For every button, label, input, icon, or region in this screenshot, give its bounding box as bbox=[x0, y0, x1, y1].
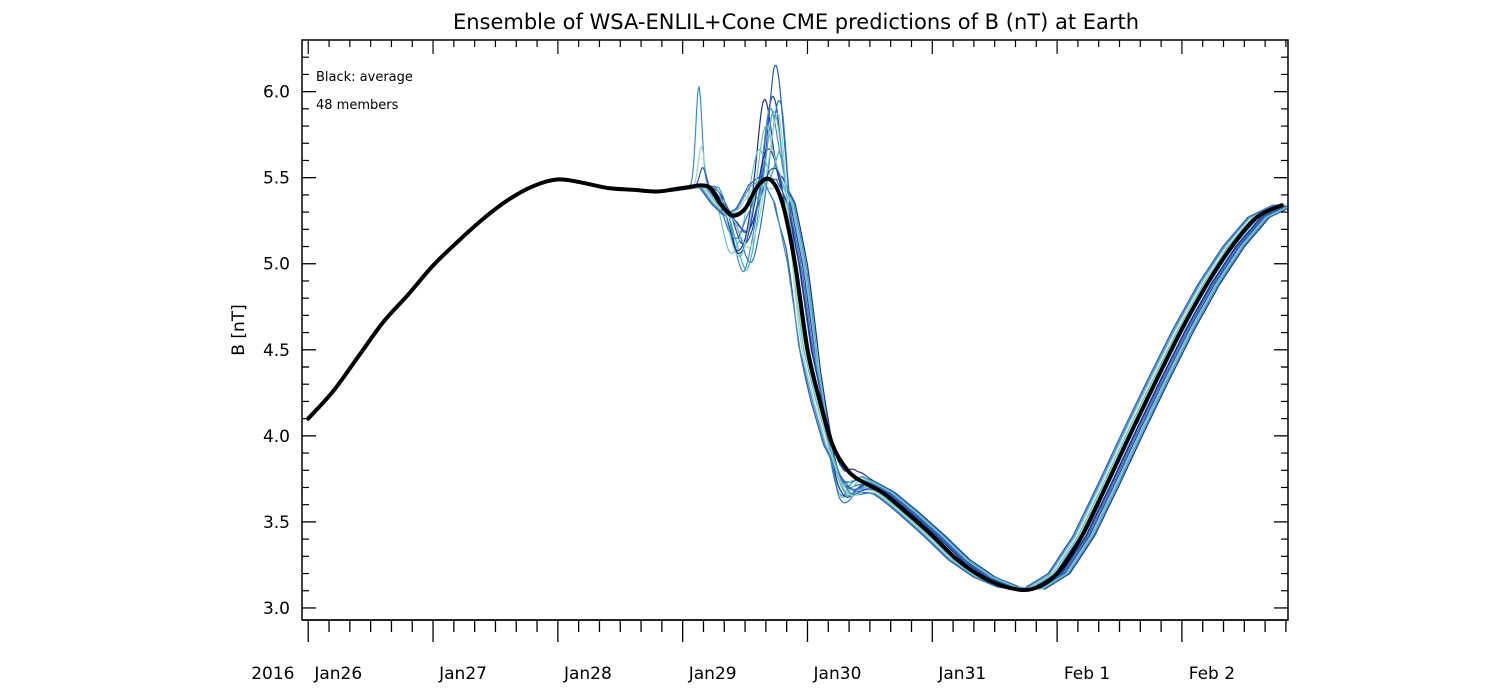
x-tick-label: Jan28 bbox=[563, 664, 612, 684]
annotation-average: Black: average bbox=[316, 70, 413, 85]
plot-frame bbox=[301, 39, 1289, 621]
y-axis: 3.0 3.5 4.0 4.5 5.0 5.5 6.0 bbox=[263, 56, 1288, 619]
y-tick-label: 5.5 bbox=[263, 169, 290, 189]
y-axis-label: B [nT] bbox=[229, 304, 249, 356]
y-tick-label: 4.0 bbox=[263, 427, 290, 447]
x-tick-label: Jan27 bbox=[438, 664, 487, 684]
x-tick-label: Jan26 bbox=[313, 664, 362, 684]
ensemble-member-line bbox=[670, 178, 1288, 590]
chart-title: Ensemble of WSA-ENLIL+Cone CME predictio… bbox=[453, 10, 1139, 34]
x-axis: Jan26 Jan27 Jan28 Jan29 Jan30 Jan31 Feb 1 Feb 2… bbox=[251, 40, 1288, 684]
ensemble-member-line bbox=[670, 182, 1288, 590]
average-line bbox=[306, 176, 1284, 593]
ensemble-member-line bbox=[670, 98, 1288, 590]
annotation-members: 48 members bbox=[316, 98, 399, 113]
y-tick-label: 3.5 bbox=[263, 513, 290, 533]
series-layer bbox=[306, 64, 1288, 593]
x-tick-label: Feb 2 bbox=[1189, 664, 1235, 684]
y-tick-label: 4.5 bbox=[263, 341, 290, 361]
ensemble-member-line bbox=[670, 95, 1288, 590]
ensemble-member-line bbox=[670, 175, 1288, 590]
ensemble-member-line bbox=[670, 148, 1288, 590]
x-tick-label: Jan30 bbox=[813, 664, 862, 684]
x-tick-label: Jan31 bbox=[937, 664, 986, 684]
x-year-label: 2016 bbox=[251, 664, 294, 684]
ensemble-member-line bbox=[670, 178, 1288, 590]
ensemble-member-line bbox=[670, 167, 1288, 590]
y-tick-label: 3.0 bbox=[263, 599, 290, 619]
ensemble-member-line bbox=[670, 150, 1288, 590]
ensemble-member-line bbox=[670, 148, 1288, 590]
ensemble-member-line bbox=[670, 107, 1288, 590]
x-tick-label: Feb 1 bbox=[1064, 664, 1110, 684]
y-tick-label: 5.0 bbox=[263, 255, 290, 275]
ensemble-member-line bbox=[670, 124, 1288, 590]
x-tick-label: Jan29 bbox=[688, 664, 737, 684]
y-tick-label: 6.0 bbox=[263, 83, 290, 103]
